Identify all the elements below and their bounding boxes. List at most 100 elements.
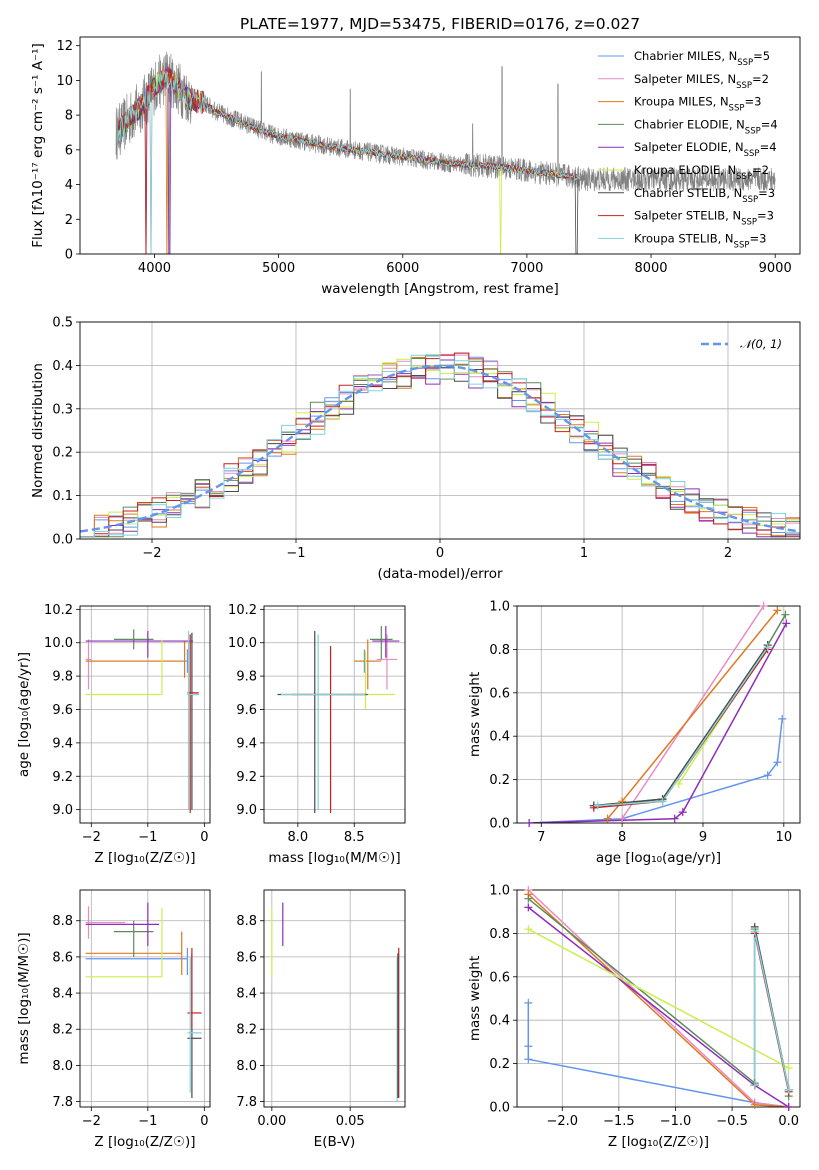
x-axis-label: mass [log₁₀(M/M☉)] — [268, 850, 400, 866]
x-axis-label: (data-model)/error — [377, 566, 503, 582]
data-point-marker — [773, 758, 782, 767]
data-point-marker — [618, 797, 627, 806]
x-tick-label: −1 — [286, 546, 305, 561]
x-tick-label: 4000 — [138, 261, 171, 276]
data-point-marker — [593, 801, 602, 810]
x-tick-label: −1.0 — [660, 1114, 692, 1129]
y-axis-label: mass weight — [467, 672, 483, 757]
legend-entry: Chabrier STELIB, NSSP=3 — [634, 186, 775, 205]
plot-area — [529, 606, 787, 823]
y-tick-label: 10.0 — [228, 636, 257, 651]
y-tick-label: 1.0 — [489, 884, 510, 899]
x-tick-label: 8.5 — [344, 830, 365, 845]
y-tick-label: 0.6 — [489, 970, 510, 985]
y-tick-label: 0.0 — [489, 817, 510, 832]
y-tick-label: 1.0 — [489, 600, 510, 615]
x-axis-label: wavelength [Angstrom, rest frame] — [321, 281, 559, 297]
y-tick-label: 10 — [56, 74, 73, 89]
y-tick-label: 0.2 — [52, 446, 73, 461]
data-point-marker — [750, 1100, 759, 1109]
model-spectrum-line — [116, 71, 580, 254]
x-axis-label: Z [log₁₀(Z/Z☉)] — [94, 1134, 195, 1150]
panel-spectrum: 4000 5000 6000 7000 8000 9000 0 2 4 6 8 10 12 wavelen… — [30, 36, 801, 297]
data-point-marker — [781, 610, 790, 619]
x-tick-label: −1 — [138, 830, 157, 845]
y-axis-label: Flux [fλ10⁻¹⁷ erg cm⁻² s⁻¹ A⁻¹] — [30, 43, 46, 248]
data-point-marker — [759, 602, 768, 610]
legend-entry: Chabrier MILES, NSSP=5 — [634, 49, 770, 68]
y-tick-label: 8.6 — [52, 950, 73, 965]
grid-lines — [517, 605, 800, 824]
x-tick-label: 8000 — [634, 261, 667, 276]
y-axis-label: mass weight — [467, 956, 483, 1041]
panel-mass-vs-z: −2 −1 0 7.8 8.0 8.2 8.4 8.6 8.8 Z [log₁₀(Z/Z☉)] ma… — [16, 889, 211, 1150]
x-tick-label: 7 — [537, 830, 545, 845]
data-point-marker — [525, 819, 534, 827]
y-tick-label: 9.0 — [52, 803, 73, 818]
x-axis-label: E(B-V) — [314, 1134, 356, 1150]
x-tick-label: 8 — [618, 830, 626, 845]
x-tick-label: −2 — [82, 830, 101, 845]
panel-residuals: −2 −1 0 1 2 0.0 0.1 0.2 0.3 0.4 0.5 (data-model)/er… — [30, 316, 801, 582]
y-axis-label: age [log₁₀(age/yr)] — [16, 652, 32, 777]
axes-frame — [263, 889, 406, 1108]
legend-entry: 𝒩(0, 1) — [740, 337, 782, 351]
data-point-marker — [670, 814, 679, 823]
axes-frame — [79, 889, 211, 1108]
mass-weight-line — [593, 614, 787, 807]
data-point-marker — [782, 619, 791, 628]
axes-frame — [79, 36, 801, 255]
y-tick-label: 0.1 — [52, 489, 73, 504]
mass-weight-line — [527, 906, 790, 1107]
x-tick-label: 0.05 — [336, 1114, 365, 1129]
y-tick-label: 7.8 — [236, 1095, 257, 1110]
x-tick-label: −2.0 — [546, 1114, 578, 1129]
mass-weight-line — [529, 623, 787, 823]
x-tick-label: 6000 — [386, 261, 419, 276]
x-tick-label: 0 — [436, 546, 444, 561]
legend-entry: Kroupa STELIB, NSSP=3 — [634, 231, 766, 250]
y-tick-label: 0.6 — [489, 686, 510, 701]
plot-area — [115, 51, 776, 254]
y-tick-label: 9.4 — [52, 736, 73, 751]
y-tick-label: 6 — [65, 143, 73, 158]
x-tick-label: 5000 — [262, 261, 295, 276]
data-point-marker — [773, 606, 782, 615]
x-tick-label: 0 — [200, 1114, 208, 1129]
y-tick-label: 0.4 — [489, 730, 510, 745]
panel-age-vs-z: −2 −1 0 9.0 9.2 9.4 9.6 9.8 10.0 10.2 Z [log₁₀(Z/Z… — [16, 603, 211, 866]
data-point-marker — [763, 771, 772, 780]
x-tick-label: −2 — [82, 1114, 101, 1129]
legend-entry: Salpeter STELIB, NSSP=3 — [634, 209, 774, 228]
y-tick-label: 9.8 — [236, 670, 257, 685]
y-tick-label: 8.4 — [236, 987, 257, 1002]
data-point-marker — [778, 714, 787, 723]
data-point-marker — [524, 1055, 533, 1064]
y-tick-label: 10.0 — [44, 636, 73, 651]
y-tick-label: 0 — [65, 248, 73, 263]
legend-entry: Kroupa MILES, NSSP=3 — [634, 95, 761, 114]
grid-lines — [264, 606, 405, 823]
data-point-marker — [674, 779, 683, 788]
data-point-marker — [618, 814, 627, 823]
mass-weight-line — [527, 928, 790, 1069]
x-tick-label: 0.0 — [778, 1114, 799, 1129]
data-point-marker — [524, 998, 533, 1007]
mass-weight-line — [621, 606, 765, 820]
x-tick-label: 9 — [699, 830, 707, 845]
grid-lines — [264, 890, 405, 1107]
y-tick-label: 10.2 — [44, 603, 73, 618]
y-tick-label: 8.6 — [236, 950, 257, 965]
y-tick-label: 0.3 — [52, 402, 73, 417]
data-point-marker — [603, 814, 612, 823]
y-tick-label: 8.0 — [236, 1059, 257, 1074]
data-point-marker — [524, 925, 533, 934]
mass-weight-line — [529, 718, 783, 823]
legend-entry: Kroupa ELODIE, NSSP=2 — [634, 163, 769, 182]
y-tick-label: 7.8 — [52, 1095, 73, 1110]
mass-weight-line — [607, 609, 778, 820]
y-tick-label: 8.8 — [236, 914, 257, 929]
panel-massweight-vs-z: −2.0 −1.5 −1.0 −0.5 0.0 0.0 0.2 0.4 0.6 0.8 1.0 Z [… — [467, 884, 801, 1150]
gaussian-reference-curve — [80, 364, 800, 533]
data-point-marker — [524, 903, 533, 912]
